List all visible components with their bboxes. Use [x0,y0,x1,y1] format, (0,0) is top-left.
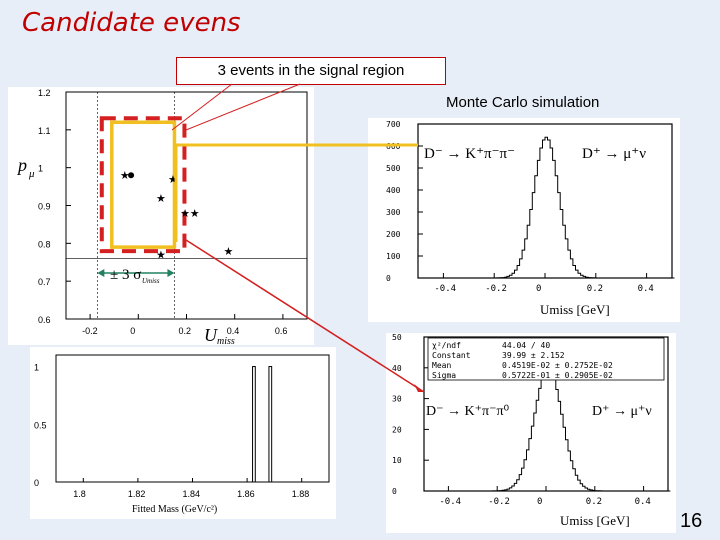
scatter-ytick-label: 0.6 [38,315,51,325]
mass-ytick-label: 0 [34,478,39,488]
signal-box [110,120,177,249]
scatter-point [128,172,135,179]
fit-stat-key: Mean [432,361,451,370]
hist-xtick-label: 0.2 [587,284,603,294]
scatter-xtick-label: 0.6 [275,326,288,336]
fit-stat-value: 44.04 / 40 [502,341,550,350]
hist-xtick-label: 0.2 [586,497,602,507]
hist-xtick-label: 0 [536,284,541,294]
scatter-plot: 1.21.110.90.80.70.6 -0.2 0 0.2 0.4 0.6 ★ ★★★ ★… [16,88,308,347]
hist-ytick-label: 10 [392,456,402,465]
scatter-ytick-label: 0.8 [38,239,51,249]
scatter-ytick-label: 1.2 [38,88,51,98]
hist1-label-left: D⁻ → K⁺π⁻π⁻ [424,146,515,162]
fit-stat-value: 0.4519E-02 ± 0.2752E-02 [502,361,613,370]
hist-ytick-label: 50 [392,333,402,342]
scatter-ytick-label: 0.7 [38,277,51,287]
mass-xlabel: Fitted Mass (GeV/c²) [132,504,217,515]
fit-stats-box [427,337,665,381]
hist-xtick-label: -0.2 [485,284,507,294]
mass-panel: 1.8 1.82 1.84 1.86 1.88 1 0.5 0 Fitted Mass (Ge… [30,347,336,519]
fit-stat-value: 0.5722E-01 ± 0.2905E-02 [502,371,613,380]
mass-xtick-label: 1.86 [237,489,255,499]
scatter-xlabel-sub: miss [217,336,235,345]
scatter-xlabel: U [204,325,218,345]
hist2-label-left: D⁻ → K⁺π⁻π⁰ [426,404,510,419]
fit-stat-key: Sigma [432,371,456,380]
hist-ytick-label: 20 [392,425,402,434]
fit-stat-key: Constant [432,351,471,360]
fit-stat-key: χ²/ndf [432,341,461,350]
hist-xtick-label: 0 [537,497,542,507]
scatter-point: ★ [156,250,166,262]
scatter-xtick-label: 0.4 [227,326,240,336]
hist2-label-right: D⁺ → μ⁺ν [592,404,652,419]
scatter-xtick-label: 0.2 [179,326,192,336]
hist2-xlabel: Umiss [GeV] [560,513,630,528]
mass-xtick-label: 1.8 [73,489,86,499]
mass-frame [55,354,330,483]
slide-title: Candidate evens [22,8,241,38]
scatter-ylabel: p [16,155,27,175]
band-arrowhead-right [167,269,175,277]
hist-xtick-label: 0.4 [638,284,654,294]
page-number: 16 [680,510,703,532]
hist2-fit-curve [424,367,671,492]
hist1-xlabel: Umiss [GeV] [540,302,610,317]
scatter-panel: 1.2 1.1 1 0.9 0.8 0.7 0.6 -0.2 0 0.2 0.4 0.6 ★ ★ ★ ★ ★… [8,87,314,347]
mc-histogram-2: -0.4 -0.2 0 0.2 0.4 50 40 30 20 10 0 χ²/ndf 44.04 /… [392,333,671,528]
scatter-xtick-label: -0.2 [82,326,98,336]
scatter-xtick-label: 0 [130,326,135,336]
hist-xtick-label: -0.2 [488,497,510,507]
hist-ytick-label: 300 [386,208,401,217]
scatter-point: ★ [120,170,130,182]
hist-xtick-label: -0.4 [439,497,461,507]
mass-xtick-label: 1.82 [128,489,146,499]
mass-ytick-label: 0.5 [34,420,47,430]
scatter-point: ★ [168,174,178,186]
scatter-point: ★ [223,246,233,258]
mc-histogram-1: -0.4 -0.2 0 0.2 0.4 700 600 500 400 300 200 100 0 D⁻… [386,120,675,317]
scatter-ytick-label: 1 [38,164,43,174]
signal-region-callout: 3 events in the signal region [176,57,446,85]
band-arrowhead-left [97,269,105,277]
scatter-ylabel-sub: μ [28,168,35,180]
mass-ytick-label: 1 [34,363,39,373]
hist-xtick-label: -0.4 [434,284,456,294]
hist-xtick-label: 0.4 [635,497,651,507]
mc-hist1-panel: -0.4 -0.2 0 0.2 0.4 700 600 500 400 300 200 100 0 D⁻… [368,118,680,322]
mass-xtick-label: 1.88 [292,489,310,499]
scatter-point: ★ [156,193,166,205]
band-label: ± 3 σ [110,267,141,283]
hist-ytick-label: 700 [386,120,401,129]
mass-bar [268,366,273,483]
mass-xtick-label: 1.84 [183,489,201,499]
hist-ytick-label: 0 [386,274,391,283]
hist-ytick-label: 0 [392,487,397,496]
mc-simulation-label: Monte Carlo simulation [446,94,600,111]
hist1-label-right: D⁺ → μ⁺ν [582,146,646,162]
hist-ytick-label: 200 [386,230,401,239]
scatter-ytick-label: 1.1 [38,126,51,136]
hist-ytick-label: 100 [386,252,401,261]
scatter-point: ★ [190,208,200,220]
scatter-point: ★ [180,208,190,220]
scatter-ytick-label: 0.9 [38,202,51,212]
fit-stat-value: 39.99 ± 2.152 [502,351,565,360]
signal-box-dashed [99,116,187,254]
hist-ytick-label: 40 [392,364,402,373]
hist1-fit-curve [418,136,675,279]
mass-bar [252,366,256,483]
hist-ytick-label: 400 [386,186,401,195]
mass-histogram: 1.8 1.82 1.84 1.86 1.88 1 0.5 0 Fitted Mass (Ge… [34,354,330,515]
band-label-sub: Umiss [142,277,160,285]
hist-ytick-label: 500 [386,164,401,173]
hist-ytick-label: 30 [392,395,402,404]
hist-ytick-label: 600 [386,142,401,151]
mc-hist2-panel: -0.4 -0.2 0 0.2 0.4 50 40 30 20 10 0 χ²/ndf 44.04 /… [386,333,676,533]
